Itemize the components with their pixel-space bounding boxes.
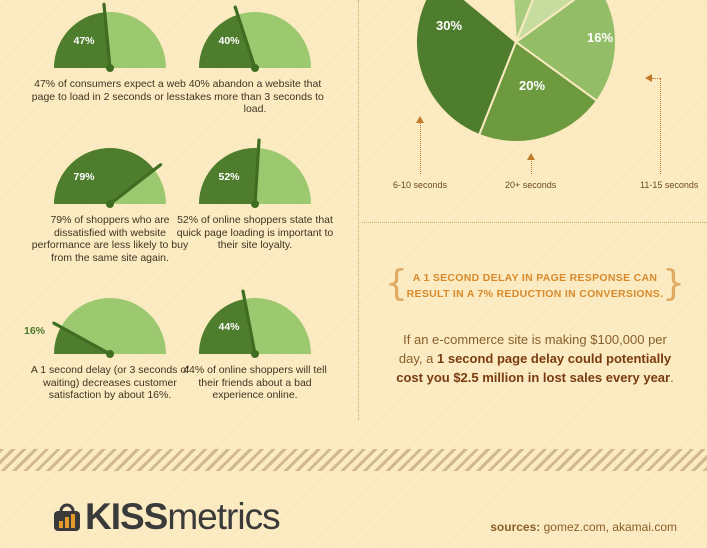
gauge-16-label: 16% [24,325,46,337]
gauge-fill [54,12,110,69]
sources-line: sources: gomez.com, akamai.com [490,520,677,534]
right-brace: } [662,263,685,304]
vertical-divider [358,0,359,420]
gauge-value-label: 40% [218,35,240,47]
gauge-pivot [251,200,259,208]
pie-slice-30 [415,0,518,137]
pie-slice-20 [477,40,599,143]
gauge-dial: 47% [54,2,166,72]
kissmetrics-logo[interactable]: KISS metrics [52,494,281,540]
sources-label: sources: [490,520,541,534]
logo-kiss: KISS [85,496,168,537]
arrow-11-15 [660,78,661,174]
arrow-11-15-horizontal [652,78,660,79]
left-brace: { [385,263,408,304]
paragraph-end: . [670,370,674,385]
gauge-40: 40% 40% abandon a website that takes mor… [175,5,335,116]
sources-text: gomez.com, akamai.com [543,520,677,534]
gauge-value-label: 44% [218,321,240,333]
gauge-caption: A 1 second delay (or 3 seconds of waitin… [30,364,190,401]
pie-slice-label: 20% [519,78,545,93]
paragraph-bold: 1 second page delay could potentially co… [396,351,672,385]
pie-slice-label: 30% [436,18,462,33]
gauge-44: 44% 44% of online shoppers will tell the… [175,289,335,402]
gauge-value-label: 79% [73,171,95,183]
gauge-fill [54,147,155,204]
gauge-pivot [251,350,259,358]
gauge-needle [253,138,261,206]
pie-category-6-10: 6-10 seconds [393,180,448,190]
gauge-caption: 40% abandon a website that takes more th… [186,78,324,115]
gauge-47: 47% 47% of consumers expect a web page t… [30,2,190,103]
gauge-dial: 40% [199,5,311,72]
conversion-callout: { A 1 SECOND DELAY IN PAGE RESPONSE CAN … [385,264,685,304]
arrow-20-plus [531,159,532,174]
gauge-dial: 52% [199,138,311,208]
gauge-needle [233,5,257,70]
gauge-52: 52% 52% of online shoppers state that qu… [175,138,335,252]
pie-chart: 30% 20% 16% [415,0,617,143]
gauge-16: A 1 second delay (or 3 seconds of waitin… [30,292,190,402]
pie-slice-other-1 [513,0,576,45]
pie-slice-label: 16% [587,30,613,45]
arrowhead-20-plus [527,153,535,160]
gauge-fill [199,148,259,204]
gauge-value-label: 47% [73,35,95,47]
gauge-value-label: 52% [218,171,240,183]
gauge-caption: 79% of shoppers who are dissatisfied wit… [31,214,189,264]
paragraph-lead: If an e-commerce site is making $100,000… [398,332,667,366]
callout-text: A 1 SECOND DELAY IN PAGE RESPONSE CAN RE… [406,272,664,300]
revenue-paragraph: If an e-commerce site is making $100,000… [395,330,675,387]
gauge-pivot [106,64,114,72]
gauge-dial: 79% [54,147,166,208]
gauge-caption: 47% of consumers expect a web page to lo… [31,78,189,103]
pie-category-11-15: 11-15 seconds [640,180,699,190]
gauge-caption: 44% of online shoppers will tell their f… [183,364,327,401]
pie-slice-16 [514,0,617,103]
gauge-pivot [106,350,114,358]
gauge-dial [52,298,166,358]
gauge-needle [241,289,257,356]
gauge-dial: 44% [199,289,311,358]
horizontal-divider [362,222,707,223]
gauge-pivot [251,64,259,72]
arrowhead-6-10 [416,116,424,123]
footer-stripe [0,449,707,471]
pie-category-20-plus: 20+ seconds [505,180,557,190]
arrow-6-10 [420,122,421,174]
gauge-pivot [106,200,114,208]
gauge-needle [52,321,112,356]
gauge-79: 79% 79% of shoppers who are dissatisfied… [30,142,190,264]
pie-slices: 30% 20% 16% [415,0,617,143]
gauge-needle [108,163,163,206]
arrowhead-11-15 [645,74,652,82]
bag-chart-icon [54,503,80,531]
gauge-fill [199,298,255,354]
pie-slice-other-2 [512,0,534,43]
logo-metrics: metrics [167,496,280,537]
gauge-caption: 52% of online shoppers state that quick … [176,214,334,251]
gauge-needle [102,2,112,70]
